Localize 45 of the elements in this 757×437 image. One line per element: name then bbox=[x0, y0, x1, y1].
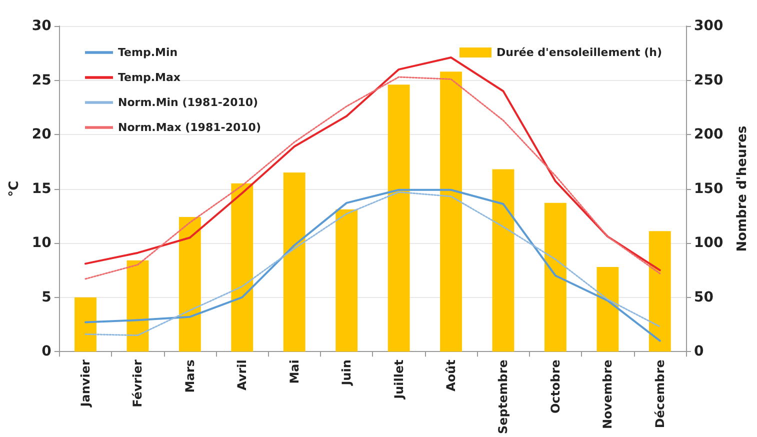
y2-axis-title: Nombre d'heures bbox=[735, 126, 750, 252]
x-tick-label: Juin bbox=[340, 360, 354, 386]
legend-label: Durée d'ensoleillement (h) bbox=[496, 46, 662, 59]
y2-tick-label: 100 bbox=[694, 235, 724, 252]
bar bbox=[178, 217, 201, 352]
x-tick-label: Mars bbox=[182, 360, 197, 393]
legend-label: Norm.Min (1981-2010) bbox=[118, 96, 258, 109]
bar bbox=[74, 297, 96, 352]
x-tick-label: Février bbox=[130, 360, 145, 408]
y2-tick-label: 200 bbox=[694, 126, 724, 143]
x-tick-label: Juillet bbox=[392, 359, 406, 400]
y-tick-label: 0 bbox=[42, 344, 52, 360]
legend-label: Norm.Max (1981-2010) bbox=[118, 121, 261, 134]
y2-tick-label: 250 bbox=[694, 72, 724, 88]
legend-label: Temp.Max bbox=[118, 71, 180, 84]
y2-tick-label: 0 bbox=[694, 344, 704, 360]
x-tick-label: Septembre bbox=[496, 360, 510, 434]
bar bbox=[126, 260, 149, 352]
x-tick-label: Avril bbox=[235, 360, 250, 390]
x-tick-label: Octobre bbox=[548, 360, 562, 414]
y-axis-title: °C bbox=[7, 180, 22, 197]
x-tick-label: Novembre bbox=[600, 360, 615, 430]
bar bbox=[544, 202, 566, 352]
bar bbox=[648, 231, 671, 352]
x-tick-label: Mai bbox=[287, 360, 302, 384]
bar bbox=[283, 172, 306, 352]
x-tick-label: Août bbox=[444, 359, 458, 392]
y-tick-label: 15 bbox=[32, 180, 52, 197]
y2-tick-label: 50 bbox=[694, 289, 714, 306]
legend-label: Temp.Min bbox=[118, 46, 178, 59]
bar bbox=[336, 209, 358, 352]
bar bbox=[492, 169, 514, 352]
y2-tick-label: 300 bbox=[694, 18, 724, 34]
y-tick-label: 25 bbox=[32, 72, 52, 88]
bar bbox=[596, 266, 619, 352]
x-tick-label: Décembre bbox=[652, 360, 667, 428]
y-tick-label: 20 bbox=[32, 126, 52, 143]
bar bbox=[440, 72, 462, 352]
y2-tick-label: 150 bbox=[694, 180, 724, 197]
bar bbox=[388, 84, 410, 352]
x-tick-label: Janvier bbox=[78, 360, 92, 408]
y-tick-label: 10 bbox=[32, 235, 52, 252]
y-tick-label: 30 bbox=[32, 18, 52, 34]
y-tick-label: 5 bbox=[42, 289, 52, 306]
bar bbox=[231, 183, 254, 352]
